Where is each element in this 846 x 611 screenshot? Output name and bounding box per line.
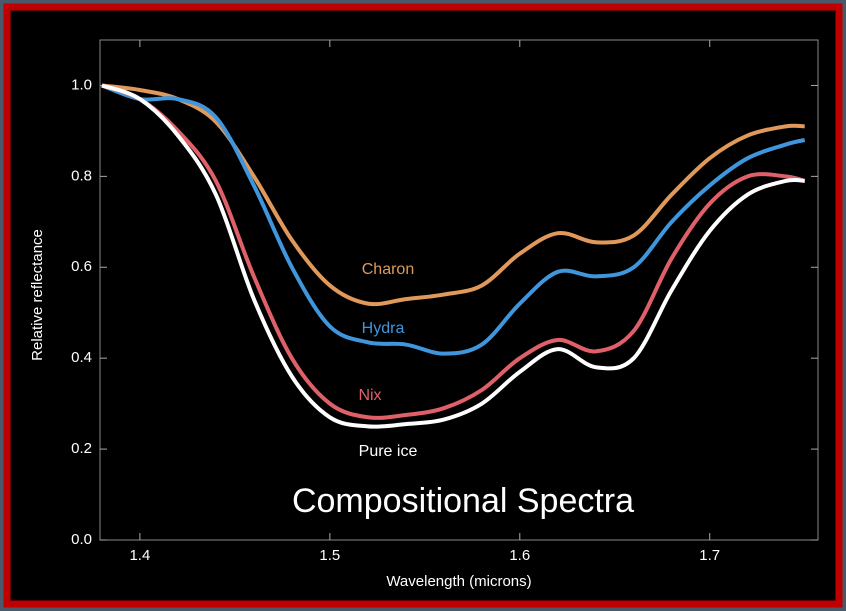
y-tick-label: 1.0	[71, 76, 92, 93]
annotation: Compositional Spectra	[292, 482, 634, 520]
series-label: Nix	[358, 387, 381, 404]
frame	[3, 3, 843, 608]
series-label: Pure ice	[359, 443, 418, 460]
y-axis-label: Relative reflectance	[29, 229, 46, 361]
y-tick-label: 0.4	[71, 349, 92, 366]
x-tick-label: 1.5	[319, 547, 340, 564]
series-line	[101, 83, 805, 429]
series-label: Charon	[362, 261, 414, 278]
y-tick-label: 0.8	[71, 167, 92, 184]
y-tick-label: 0.0	[71, 531, 92, 548]
series-line	[101, 83, 805, 307]
y-tick-label: 0.2	[71, 440, 92, 457]
x-tick-label: 1.4	[129, 547, 150, 564]
x-axis-label: Wavelength (microns)	[386, 573, 531, 590]
y-tick-label: 0.6	[71, 258, 92, 275]
series-label: Hydra	[362, 320, 405, 337]
series-line	[101, 83, 806, 420]
x-tick-label: 1.6	[509, 547, 530, 564]
series-line	[101, 83, 806, 356]
plot-area	[99, 39, 819, 541]
x-tick-label: 1.7	[699, 547, 720, 564]
